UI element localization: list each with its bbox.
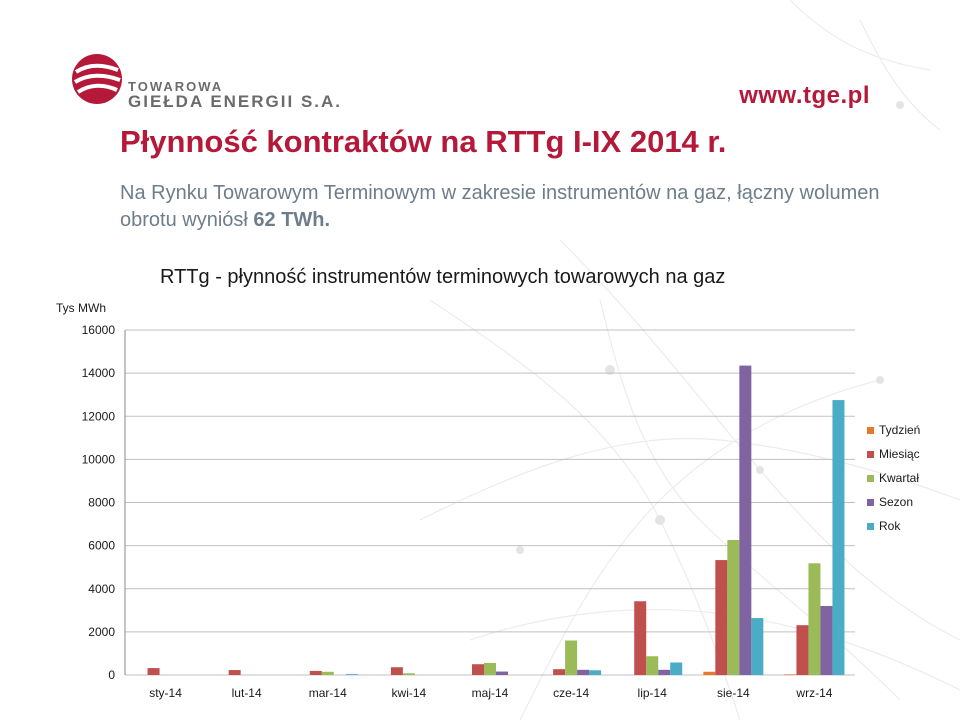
legend-label: Kwartał xyxy=(879,471,920,485)
bar-miesiąc-mar-14 xyxy=(309,670,322,675)
bar-sezon-maj-14 xyxy=(496,671,508,675)
x-tick-label: cze-14 xyxy=(553,686,589,700)
bar-miesiąc-sty-14 xyxy=(147,668,160,675)
tge-logo-icon xyxy=(72,54,122,104)
y-tick-label: 16000 xyxy=(82,323,116,337)
bar-kwartał-sie-14 xyxy=(727,540,740,675)
bar-miesiąc-sie-14 xyxy=(715,560,728,675)
bar-sezon-lip-14 xyxy=(658,669,671,675)
bar-miesiąc-lip-14 xyxy=(634,601,647,675)
legend-label: Sezon xyxy=(879,495,914,509)
bar-miesiąc-kwi-14 xyxy=(390,667,403,675)
bar-rok-wrz-14 xyxy=(832,400,845,675)
y-tick-label: 4000 xyxy=(88,582,115,596)
legend-label: Miesiąc xyxy=(879,447,920,461)
bar-miesiąc-maj-14 xyxy=(472,664,484,675)
legend-item: Sezon xyxy=(867,490,920,514)
bar-rok-cze-14 xyxy=(589,670,602,675)
chart-legend: Tydzień Miesiąc Kwartał Sezon Rok xyxy=(867,418,920,538)
bar-miesiąc-cze-14 xyxy=(553,669,566,675)
x-tick-label: kwi-14 xyxy=(392,686,427,700)
intro-text: Na Rynku Towarowym Terminowym w zakresie… xyxy=(120,182,880,231)
bar-miesiąc-wrz-14 xyxy=(796,625,809,675)
legend-item: Kwartał xyxy=(867,466,920,490)
page-title: Płynność kontraktów na RTTg I-IX 2014 r. xyxy=(120,124,727,159)
legend-swatch xyxy=(867,522,874,530)
x-tick-label: maj-14 xyxy=(472,686,509,700)
bar-kwartał-wrz-14 xyxy=(808,563,821,675)
site-url[interactable]: www.tge.pl xyxy=(739,82,870,109)
legend-swatch xyxy=(867,450,874,458)
bar-tydzień-wrz-14 xyxy=(784,674,797,675)
legend-swatch xyxy=(867,474,874,482)
bar-kwartał-mar-14 xyxy=(321,671,334,675)
y-tick-label: 2000 xyxy=(88,625,115,639)
logo-text-line2: GIEŁDA ENERGII S.A. xyxy=(128,92,343,111)
intro-highlight: 62 TWh. xyxy=(253,209,331,231)
bar-rok-sie-14 xyxy=(751,618,764,675)
intro-paragraph: Na Rynku Towarowym Terminowym w zakresie… xyxy=(120,180,880,234)
y-tick-label: 10000 xyxy=(82,452,116,466)
legend-item: Tydzień xyxy=(867,418,920,442)
x-tick-label: mar-14 xyxy=(309,686,347,700)
y-tick-label: 6000 xyxy=(88,539,115,553)
x-tick-label: sty-14 xyxy=(149,686,182,700)
bar-sezon-wrz-14 xyxy=(820,606,833,675)
bar-kwartał-kwi-14 xyxy=(402,673,415,675)
y-axis-unit-label: Tys MWh xyxy=(56,301,106,315)
y-tick-label: 14000 xyxy=(82,366,116,380)
bar-sezon-sie-14 xyxy=(739,365,752,675)
x-tick-label: sie-14 xyxy=(717,686,750,700)
y-tick-label: 8000 xyxy=(88,496,115,510)
bar-kwartał-lip-14 xyxy=(646,656,659,675)
company-logo: TOWAROWA GIEŁDA ENERGII S.A. xyxy=(70,52,360,111)
x-tick-label: wrz-14 xyxy=(795,686,832,700)
chart-title: RTTg - płynność instrumentów terminowych… xyxy=(160,266,726,288)
bar-rok-lip-14 xyxy=(670,662,683,675)
bar-sezon-cze-14 xyxy=(577,669,590,675)
legend-item: Miesiąc xyxy=(867,442,920,466)
legend-swatch xyxy=(867,498,874,506)
bar-kwartał-cze-14 xyxy=(565,640,578,675)
legend-swatch xyxy=(867,426,874,434)
bar-tydzień-sie-14 xyxy=(703,671,716,675)
legend-label: Rok xyxy=(879,519,901,533)
logo-text-line1: TOWAROWA xyxy=(128,79,224,94)
y-tick-label: 0 xyxy=(108,668,115,682)
bar-rok-mar-14 xyxy=(345,674,358,675)
bar-miesiąc-lut-14 xyxy=(228,670,241,675)
bar-kwartał-maj-14 xyxy=(484,662,496,675)
x-tick-label: lut-14 xyxy=(232,686,262,700)
legend-item: Rok xyxy=(867,514,920,538)
legend-label: Tydzień xyxy=(879,423,921,437)
x-tick-label: lip-14 xyxy=(638,686,668,700)
y-tick-label: 12000 xyxy=(82,409,116,423)
